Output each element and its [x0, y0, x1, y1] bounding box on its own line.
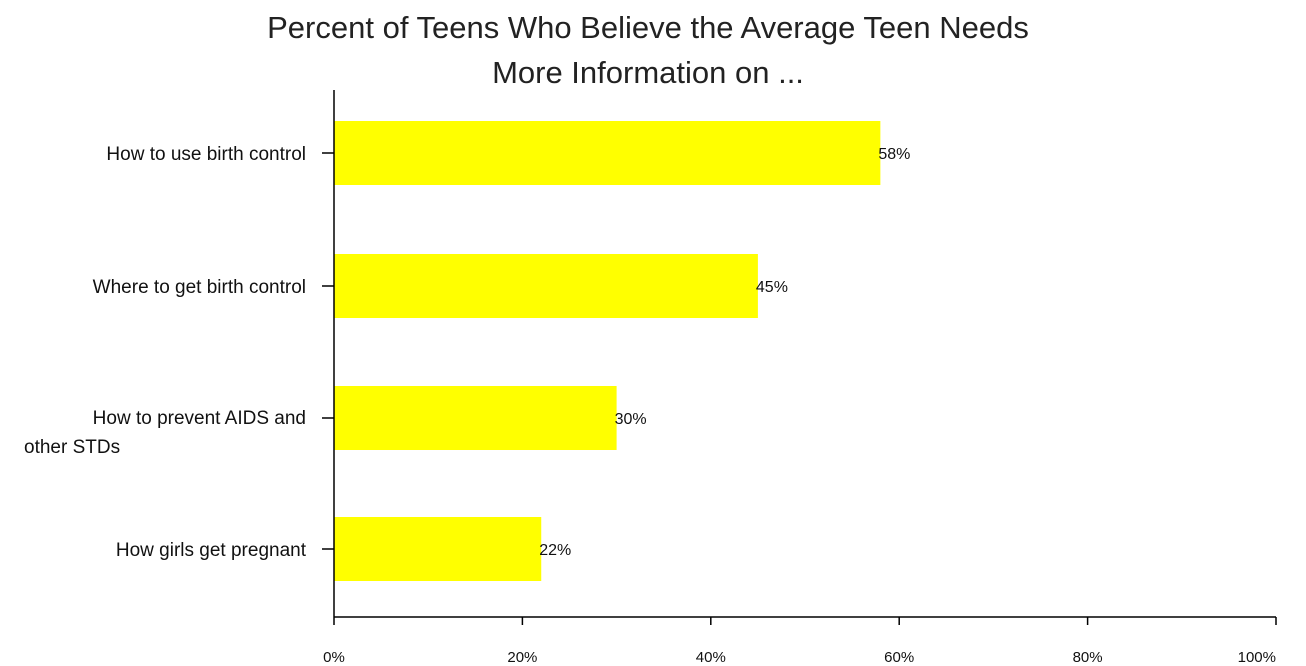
category-label-1: How to use birth control [106, 144, 306, 165]
x-tick-label-5: 80% [1073, 649, 1103, 666]
bar-4 [334, 517, 542, 581]
category-label-3-line-1: How to prevent AIDS and [93, 408, 306, 429]
labels-layer: 58% 45% 30% 22% 0% 20% 40% 60% 80% 100% How to use… [24, 144, 1276, 666]
category-label-4: How girls get pregnant [116, 540, 307, 561]
chart-title: Percent of Teens Who Believe the Average… [267, 10, 1029, 90]
x-tick-label-2: 20% [507, 649, 537, 666]
category-label-2: Where to get birth control [93, 277, 306, 298]
axes-layer [322, 90, 1277, 625]
chart-title-line-2: More Information on ... [492, 55, 804, 90]
data-label-1: 58% [878, 146, 910, 163]
data-label-3: 30% [615, 411, 647, 428]
bar-1 [334, 121, 881, 185]
x-tick-label-1: 0% [323, 649, 345, 666]
bar-3 [334, 386, 617, 450]
bar-2 [334, 254, 758, 318]
x-tick-label-6: 100% [1238, 649, 1276, 666]
x-tick-label-4: 60% [884, 649, 914, 666]
category-label-3-line-2: other STDs [24, 437, 120, 458]
chart-title-line-1: Percent of Teens Who Believe the Average… [267, 10, 1029, 45]
data-label-2: 45% [756, 279, 788, 296]
bars-layer [334, 121, 881, 581]
data-label-4: 22% [539, 542, 571, 559]
x-tick-label-3: 40% [696, 649, 726, 666]
